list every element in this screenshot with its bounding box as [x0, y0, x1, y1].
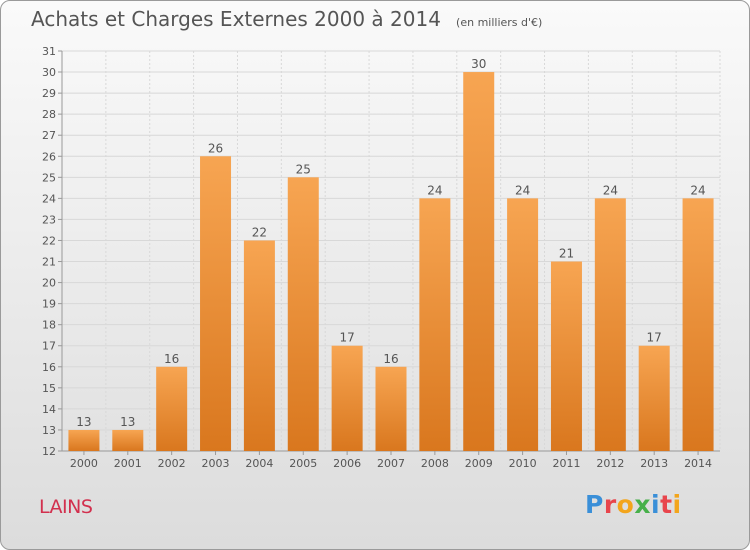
y-tick-label: 27: [42, 129, 56, 142]
bars: [68, 72, 714, 451]
bar: [112, 429, 144, 451]
bar: [287, 177, 319, 451]
y-tick-label: 23: [42, 213, 56, 226]
x-tick-label: 2004: [245, 457, 273, 470]
unit-note: (en milliers d'€): [456, 16, 543, 29]
x-tick-label: 2001: [114, 457, 142, 470]
bar: [200, 156, 232, 451]
commune-name: LAINS: [39, 496, 93, 518]
x-tick-label: 2008: [421, 457, 449, 470]
bar: [638, 345, 670, 451]
x-tick-label: 2005: [289, 457, 317, 470]
data-label: 24: [690, 183, 705, 197]
bar: [507, 198, 539, 451]
bar: [594, 198, 626, 451]
bar: [68, 429, 100, 451]
bar: [375, 366, 407, 451]
y-tick-label: 22: [42, 234, 56, 247]
x-tick-label: 2013: [640, 457, 668, 470]
x-tick-label: 2003: [202, 457, 230, 470]
y-tick-label: 20: [42, 277, 56, 290]
bar: [463, 72, 495, 451]
x-tick-label: 2012: [596, 457, 624, 470]
axes: 12 13 14 15 16 17 18 19 20 21 22 23 24 25 26 27 28 29 30 31…: [42, 45, 720, 470]
brand-letter: r: [603, 490, 617, 519]
y-tick-label: 24: [42, 192, 56, 205]
data-label: 17: [339, 331, 354, 345]
y-tick-label: 15: [42, 382, 56, 395]
y-tick-label: 12: [42, 445, 56, 458]
y-tick-label: 18: [42, 319, 56, 332]
brand-letter: i: [672, 490, 682, 519]
y-tick-label: 21: [42, 256, 56, 269]
brand-letter: o: [616, 490, 635, 519]
bar: [243, 240, 275, 451]
chart-title: Achats et Charges Externes 2000 à 2014: [31, 7, 441, 31]
title-row: Achats et Charges Externes 2000 à 2014 (…: [31, 7, 542, 31]
data-label: 16: [164, 352, 179, 366]
data-labels: 13 13 16 26 22 25 17 16 24 30 24 21 24 17 24: [76, 57, 705, 429]
y-tick-label: 29: [42, 87, 56, 100]
data-label: 24: [515, 183, 530, 197]
y-tick-label: 13: [42, 424, 56, 437]
x-tick-label: 2000: [70, 457, 98, 470]
bar: [156, 366, 188, 451]
data-label: 24: [427, 183, 442, 197]
data-label: 24: [603, 183, 618, 197]
data-label: 25: [296, 162, 311, 176]
bar: [550, 261, 582, 451]
y-tick-label: 26: [42, 150, 56, 163]
y-tick-label: 28: [42, 108, 56, 121]
data-label: 16: [383, 352, 398, 366]
data-label: 30: [471, 57, 486, 71]
brand-letter: i: [651, 490, 661, 519]
data-label: 17: [647, 331, 662, 345]
y-tick-label: 31: [42, 45, 56, 58]
data-label: 21: [559, 247, 574, 261]
x-tick-label: 2011: [552, 457, 580, 470]
data-label: 13: [76, 415, 91, 429]
x-tick-label: 2002: [158, 457, 186, 470]
data-label: 22: [252, 225, 267, 239]
bar: [419, 198, 451, 451]
y-tick-label: 19: [42, 298, 56, 311]
brand-letter: P: [585, 490, 604, 519]
brand-letter: t: [660, 490, 673, 519]
x-tick-label: 2010: [509, 457, 537, 470]
bar: [331, 345, 363, 451]
x-tick-label: 2009: [465, 457, 493, 470]
brand-letter: x: [634, 490, 651, 519]
data-label: 26: [208, 141, 223, 155]
y-tick-label: 16: [42, 361, 56, 374]
x-tick-label: 2014: [684, 457, 712, 470]
bar: [682, 198, 714, 451]
x-tick-label: 2006: [333, 457, 361, 470]
y-tick-label: 17: [42, 340, 56, 353]
y-tick-label: 14: [42, 403, 56, 416]
data-label: 13: [120, 415, 135, 429]
y-tick-label: 25: [42, 171, 56, 184]
x-tick-label: 2007: [377, 457, 405, 470]
y-tick-label: 30: [42, 66, 56, 79]
brand-logo: Proxiti: [585, 490, 682, 519]
